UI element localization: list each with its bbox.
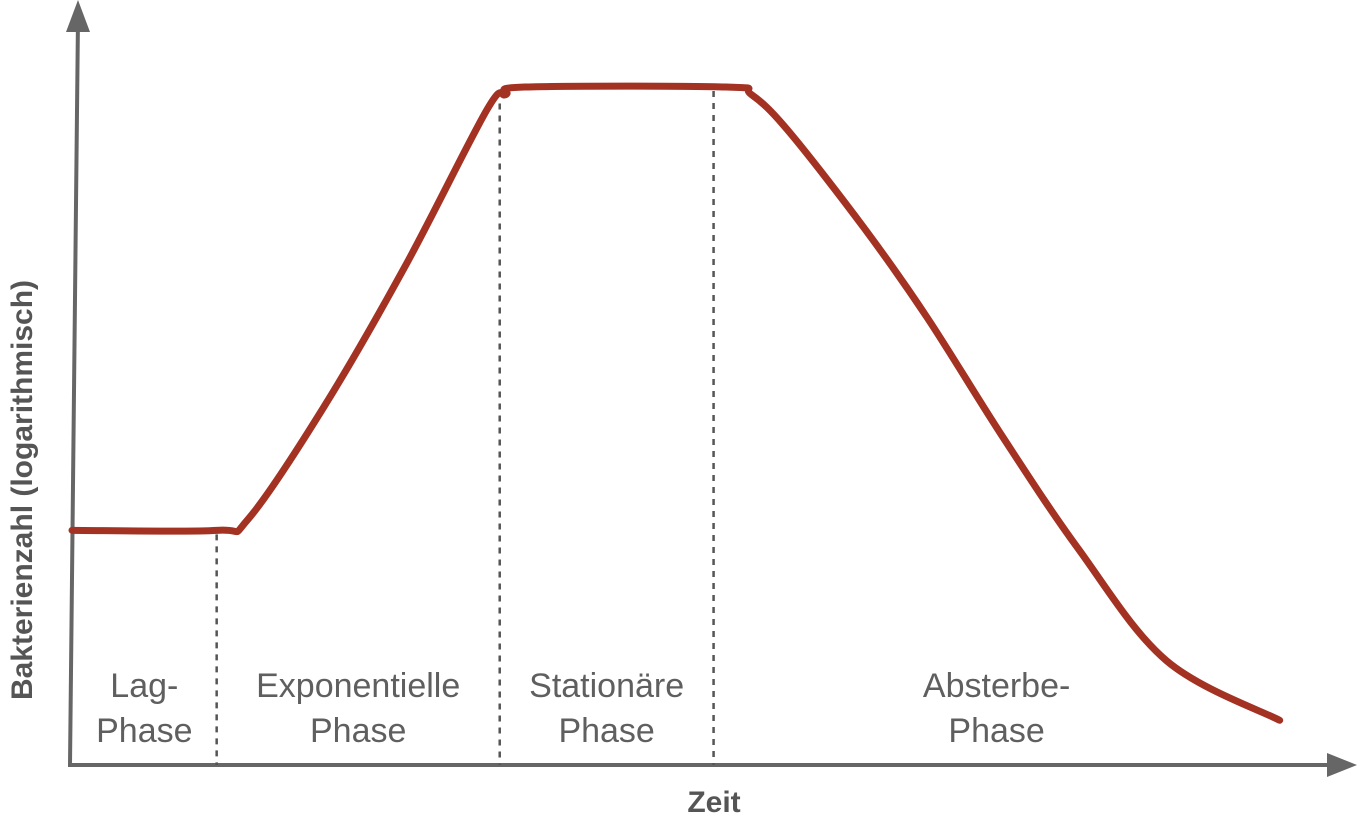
phase-labels: Lag- Phase Exponentielle Phase Stationäre Pha…	[96, 667, 1070, 750]
curve-group	[68, 82, 1284, 724]
phase-label-2-line2: Phase	[310, 712, 406, 750]
phase-label-1-line2: Phase	[96, 712, 192, 750]
y-axis-title: Bakterienzahl (logarithmisch)	[6, 280, 39, 700]
phase-label-1-line1: Lag-	[110, 667, 178, 705]
phase-dividers	[215, 91, 715, 765]
y-axis	[68, 17, 80, 766]
growth-curve	[68, 82, 1284, 724]
x-axis-title: Zeit	[687, 786, 740, 819]
phase-label-3-line2: Phase	[558, 712, 654, 750]
phase-label-4-line1: Absterbe-	[923, 667, 1070, 705]
y-axis-arrow	[66, 0, 90, 32]
x-axis-arrow	[1327, 753, 1357, 777]
phase-label-3-line1: Stationäre	[529, 667, 684, 705]
phase-label-2-line1: Exponentielle	[256, 667, 460, 705]
phase-label-4-line2: Phase	[948, 712, 1044, 750]
